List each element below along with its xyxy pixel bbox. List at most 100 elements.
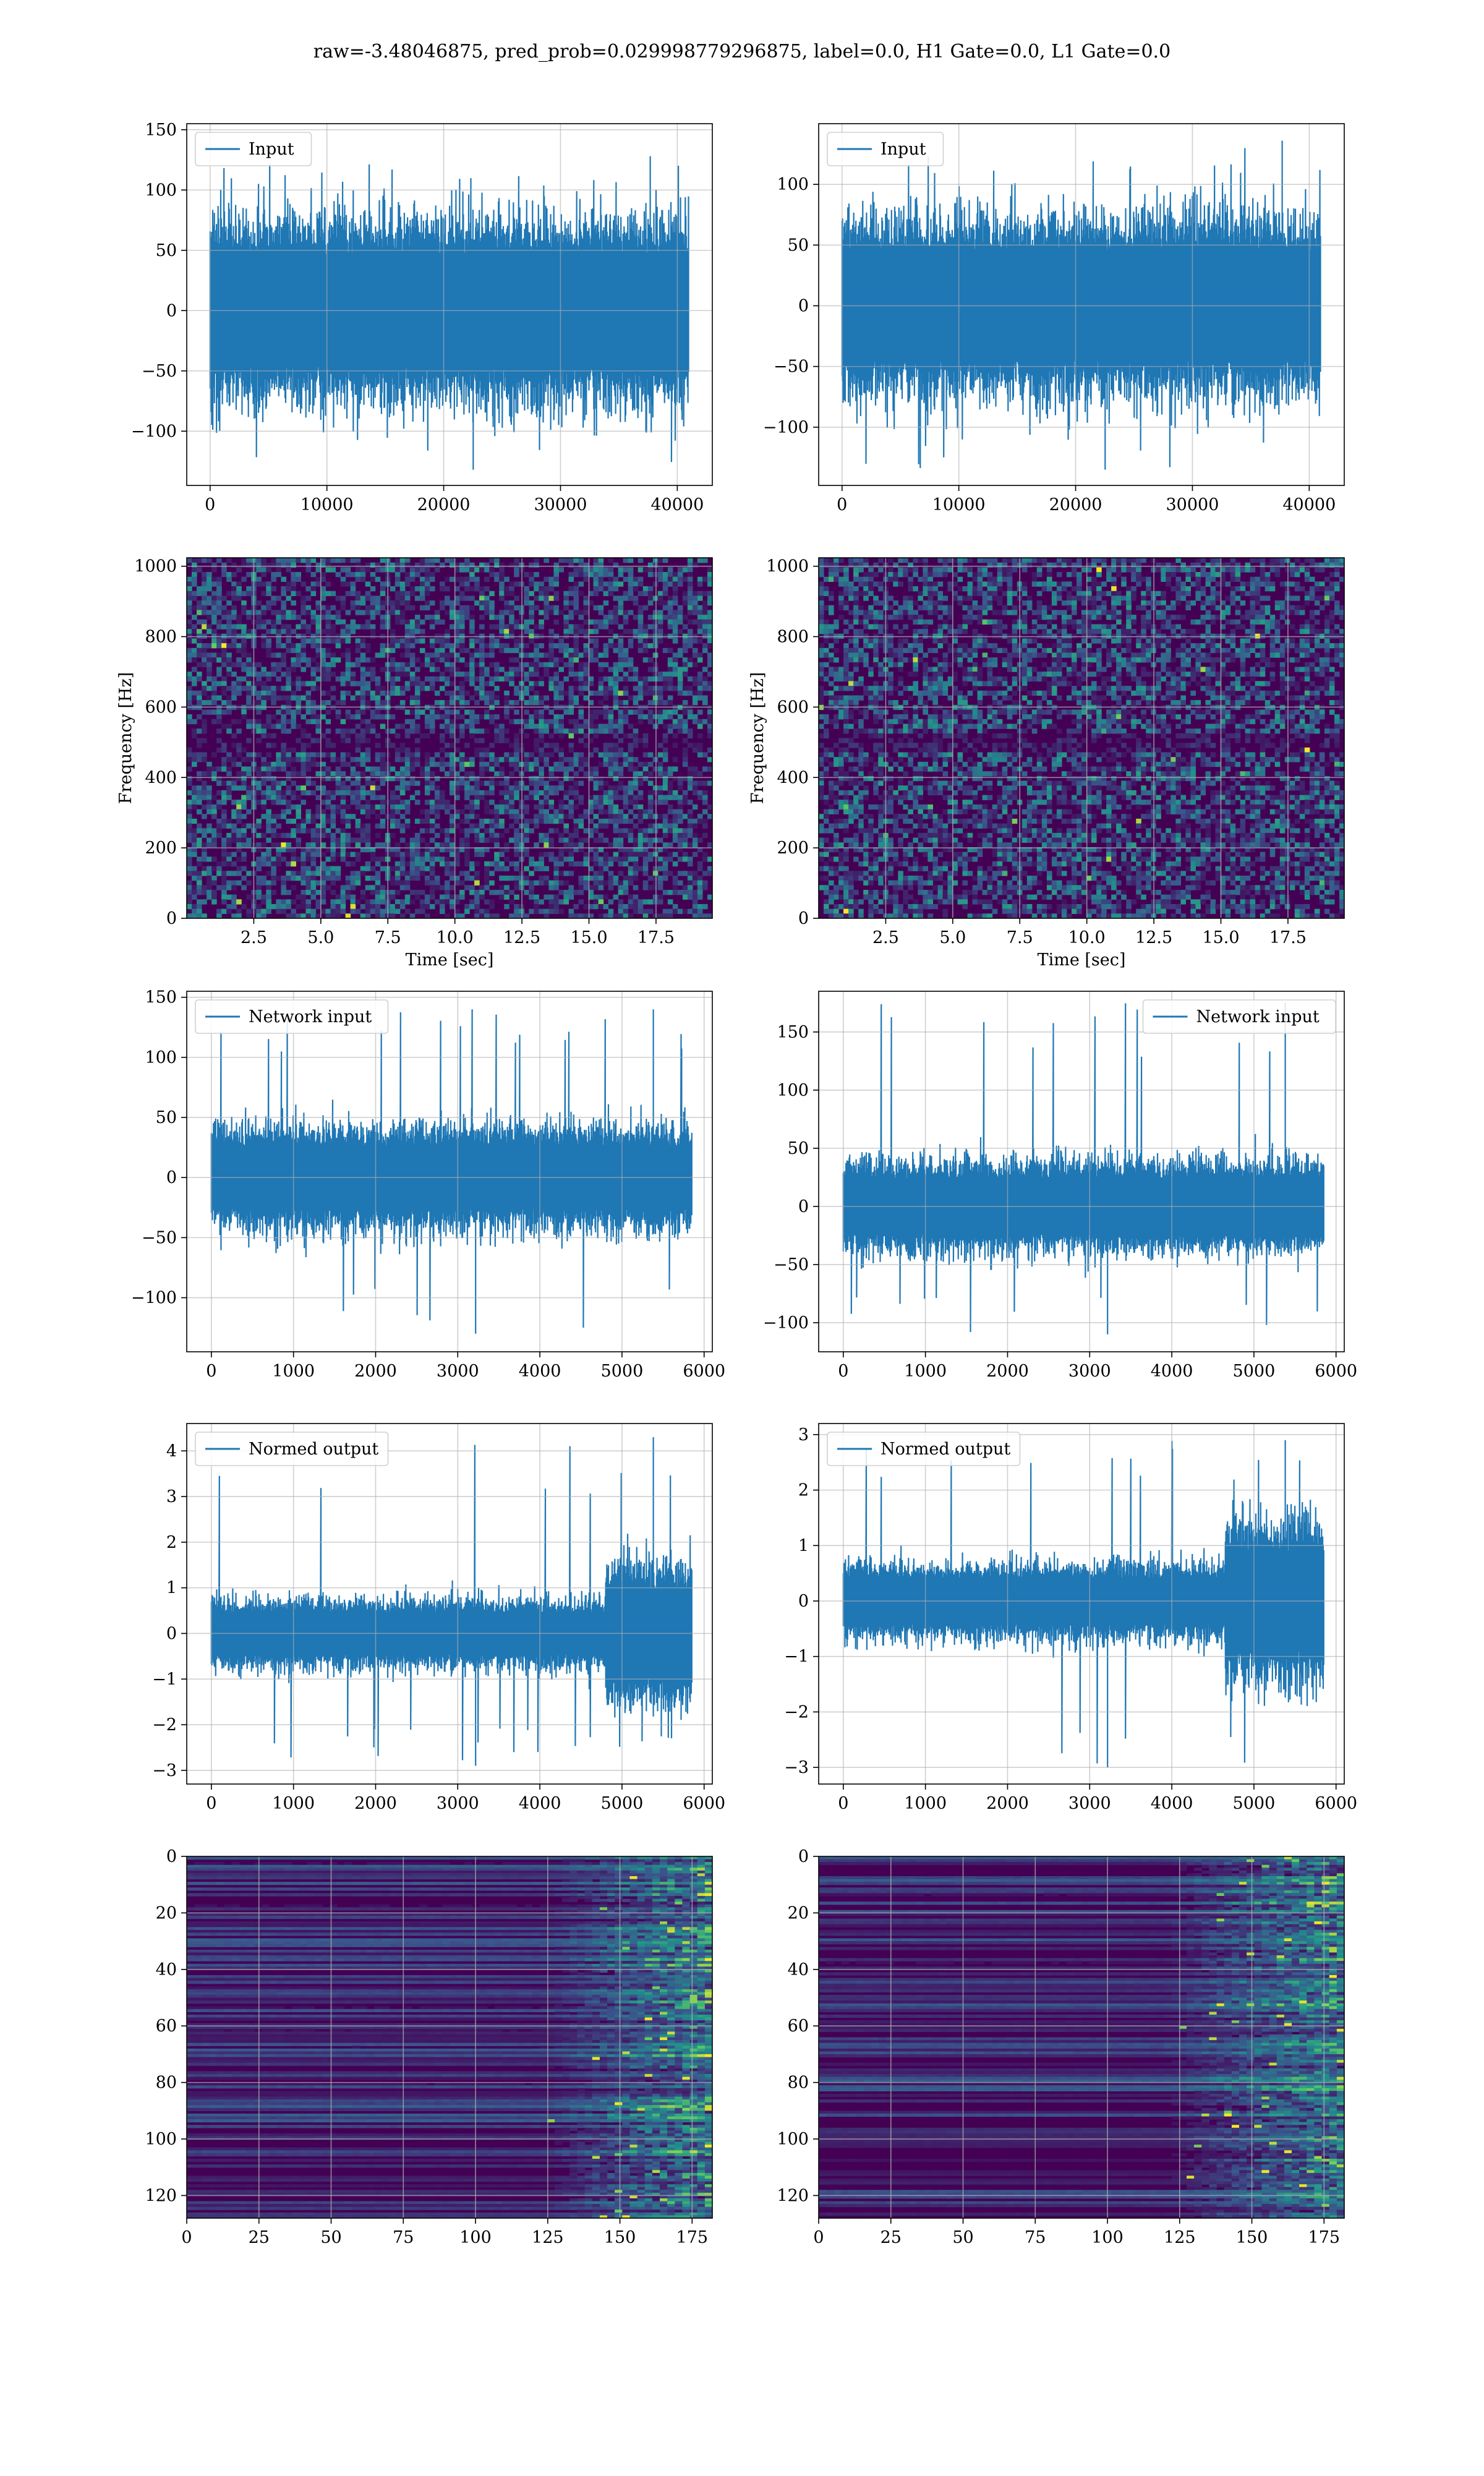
heatmap-cell	[276, 620, 281, 625]
heatmap-cell	[395, 638, 401, 643]
heatmap-cell	[281, 719, 286, 724]
heatmap-cell	[356, 733, 361, 738]
heatmap-cell	[579, 767, 584, 772]
heatmap-cell	[241, 643, 247, 648]
heatmap-cell	[306, 753, 312, 758]
heatmap-cell	[207, 629, 212, 634]
heatmap-cell	[673, 710, 678, 715]
heatmap-cell	[450, 781, 455, 786]
heatmap-cell	[819, 677, 824, 681]
heatmap-cell	[584, 743, 589, 748]
heatmap-cell	[271, 842, 276, 847]
heatmap-cell	[643, 591, 649, 596]
heatmap-cell	[236, 842, 242, 847]
heatmap-cell	[395, 795, 401, 800]
heatmap-cell	[514, 795, 519, 800]
heatmap-cell	[410, 662, 416, 667]
heatmap-cell	[440, 563, 445, 568]
heatmap-cell	[271, 785, 276, 790]
heatmap-cell	[569, 686, 574, 691]
heatmap-cell	[236, 771, 242, 776]
heatmap-cell	[633, 842, 639, 847]
heatmap-cell	[296, 648, 301, 653]
heatmap-cell	[306, 691, 312, 696]
heatmap-cell	[499, 890, 505, 895]
heatmap-cell	[618, 724, 624, 729]
heatmap-cell	[553, 809, 559, 814]
heatmap-cell	[574, 771, 579, 776]
heatmap-cell	[648, 771, 654, 776]
heatmap-cell	[281, 753, 286, 758]
heatmap-cell	[346, 657, 351, 662]
heatmap-cell	[306, 790, 312, 795]
heatmap-cell	[380, 753, 386, 758]
heatmap-cell	[824, 677, 829, 681]
heatmap-cell	[311, 700, 317, 705]
heatmap-cell	[286, 861, 291, 866]
heatmap-cell	[693, 652, 698, 657]
heatmap-cell	[226, 909, 232, 914]
heatmap-cell	[321, 596, 326, 600]
heatmap-cell	[534, 909, 539, 914]
heatmap-cell	[400, 881, 406, 886]
heatmap-cell	[420, 581, 425, 586]
heatmap-cell	[375, 833, 381, 838]
heatmap-cell	[608, 643, 614, 648]
heatmap-cell	[271, 700, 276, 705]
heatmap-cell	[346, 861, 351, 866]
heatmap-cell	[192, 733, 197, 738]
heatmap-cell	[440, 677, 445, 681]
heatmap-cell	[346, 852, 351, 857]
heatmap-cell	[415, 667, 420, 672]
heatmap-cell	[544, 667, 549, 672]
heatmap-cell	[584, 876, 589, 881]
heatmap-cell	[450, 605, 455, 610]
heatmap-cell	[529, 871, 534, 876]
heatmap-cell	[187, 657, 192, 662]
heatmap-cell	[697, 652, 703, 657]
heatmap-cell	[231, 610, 237, 615]
heatmap-cell	[489, 776, 495, 781]
heatmap-cell	[221, 572, 227, 577]
heatmap-cell	[678, 686, 683, 691]
heatmap-cell	[326, 833, 331, 838]
heatmap-cell	[311, 842, 317, 847]
heatmap-cell	[286, 686, 291, 691]
heatmap-cell	[569, 667, 574, 672]
heatmap-cell	[380, 586, 386, 591]
heatmap-cell	[574, 890, 579, 895]
heatmap-cell	[440, 581, 445, 586]
heatmap-cell	[276, 638, 281, 643]
heatmap-cell	[326, 866, 331, 871]
heatmap-cell	[569, 652, 574, 657]
heatmap-cell	[819, 581, 824, 586]
heatmap-cell	[553, 724, 559, 729]
heatmap-cell	[440, 648, 445, 653]
heatmap-cell	[524, 890, 529, 895]
heatmap-cell	[271, 652, 276, 657]
heatmap-cell	[539, 781, 544, 786]
heatmap-cell	[450, 681, 455, 686]
heatmap-cell	[603, 714, 609, 719]
heatmap-cell	[321, 819, 326, 824]
heatmap-cell	[365, 728, 371, 733]
heatmap-cell	[539, 805, 544, 809]
heatmap-cell	[331, 795, 336, 800]
heatmap-cell	[236, 805, 242, 809]
heatmap-cell	[464, 672, 470, 677]
heatmap-cell	[459, 596, 465, 600]
heatmap-cell	[673, 824, 678, 829]
heatmap-cell	[207, 662, 212, 667]
heatmap-cell	[697, 819, 703, 824]
heatmap-cell	[628, 828, 634, 833]
heatmap-cell	[425, 605, 430, 610]
heatmap-cell	[683, 757, 688, 762]
heatmap-cell	[553, 866, 559, 871]
heatmap-cell	[435, 885, 440, 890]
heatmap-cell	[395, 824, 401, 829]
heatmap-cell	[311, 790, 317, 795]
heatmap-cell	[226, 771, 232, 776]
heatmap-cell	[608, 881, 614, 886]
heatmap-cell	[316, 719, 322, 724]
heatmap-cell	[306, 567, 312, 572]
